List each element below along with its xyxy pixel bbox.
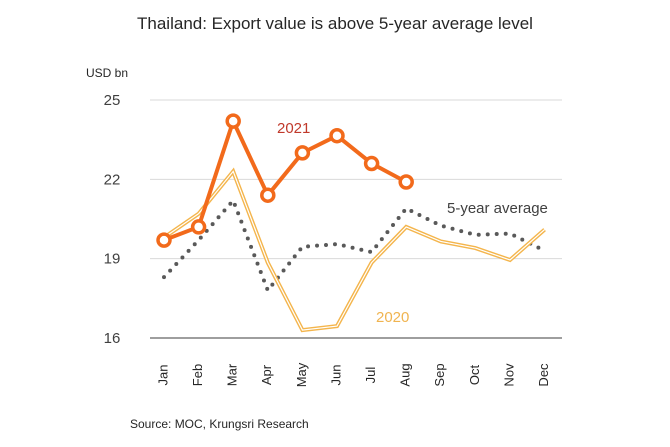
x-tick-label: Oct: [467, 365, 482, 386]
x-tick-label: Jan: [155, 365, 170, 386]
series-line-5-year-average: [162, 198, 547, 293]
x-tick-label: Dec: [536, 363, 551, 387]
y-axis-unit-label: USD bn: [86, 66, 129, 80]
data-point-2021: [190, 219, 207, 235]
data-point-2021: [294, 145, 311, 161]
y-tick-label: 25: [104, 92, 121, 109]
x-tick-label: Sep: [432, 363, 447, 386]
source-note: Source: MOC, Krungsri Research: [130, 417, 309, 431]
chart-title: Thailand: Export value is above 5-year a…: [137, 14, 533, 33]
x-tick-label: Nov: [501, 363, 516, 387]
data-point-2021: [156, 232, 172, 248]
data-point-2021: [225, 113, 241, 129]
series-label-2021: 2021: [277, 120, 310, 137]
y-tick-label: 19: [104, 251, 121, 268]
data-point-2021: [329, 127, 345, 144]
x-tick-label: Aug: [398, 363, 413, 386]
series-line-2020-inner: [163, 170, 545, 331]
y-tick-label: 22: [104, 171, 121, 188]
series-label-2020: 2020: [376, 309, 409, 326]
x-tick-label: Feb: [190, 364, 205, 386]
x-tick-label: Apr: [259, 364, 274, 385]
x-tick-label: May: [294, 362, 309, 387]
data-point-2021: [398, 174, 414, 190]
data-point-2021: [260, 187, 276, 203]
data-point-2021: [363, 155, 380, 172]
series-label-5-year-average: 5-year average: [447, 200, 548, 217]
x-tick-label: Jul: [363, 367, 378, 384]
series-line-2020: [162, 167, 546, 333]
x-tick-label: Jun: [328, 365, 343, 386]
y-tick-label: 16: [104, 330, 121, 347]
x-tick-label: Mar: [225, 363, 240, 386]
